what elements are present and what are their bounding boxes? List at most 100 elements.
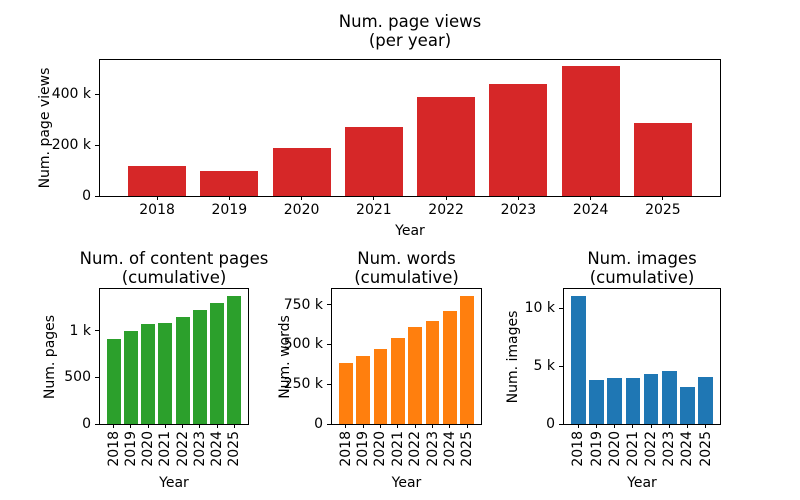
x-tick-label-2023: 2023 <box>661 431 678 467</box>
x-tick-label-2023: 2023 <box>191 431 208 467</box>
x-tick-label-2019: 2019 <box>211 202 248 218</box>
x-tick-2022 <box>414 425 416 428</box>
y-tick-label-page-views-per-year-0: 0 <box>82 188 91 204</box>
x-tick-label-2020: 2020 <box>606 431 623 467</box>
y-tick-images-cumulative-10 k <box>559 307 563 309</box>
chart-title-images-cumulative: Num. images (cumulative) <box>587 249 697 287</box>
bar-words-cumulative-2020 <box>373 348 388 424</box>
y-tick-page-views-per-year-0 <box>95 195 99 197</box>
bar-page-views-per-year-2022 <box>417 97 476 196</box>
x-tick-label-2020: 2020 <box>140 431 157 467</box>
x-tick-label-2025: 2025 <box>226 431 243 467</box>
x-tick-label-2018: 2018 <box>105 431 122 467</box>
bar-images-cumulative-2019 <box>589 379 604 424</box>
bar-content-pages-cumulative-2018 <box>106 338 121 424</box>
x-tick-label-2018: 2018 <box>337 431 354 467</box>
x-tick-label-2021: 2021 <box>157 431 174 467</box>
bar-images-cumulative-2025 <box>698 376 713 424</box>
x-tick-label-2019: 2019 <box>588 431 605 467</box>
y-tick-label-images-cumulative-5 k: 5 k <box>533 358 555 374</box>
x-tick-2020 <box>147 425 149 428</box>
plot-area-page-views-per-year <box>99 59 721 197</box>
chart-title-words-cumulative: Num. words (cumulative) <box>354 249 459 287</box>
x-tick-label-2022: 2022 <box>407 431 424 467</box>
x-tick-2025 <box>466 425 468 428</box>
x-tick-label-2021: 2021 <box>624 431 641 467</box>
y-tick-label-content-pages-cumulative-1 k: 1 k <box>69 322 91 339</box>
bar-images-cumulative-2023 <box>662 370 677 424</box>
x-tick-label-2021: 2021 <box>389 431 406 467</box>
x-tick-label-2023: 2023 <box>424 431 441 467</box>
y-tick-label-content-pages-cumulative-0: 0 <box>82 416 91 432</box>
bar-images-cumulative-2024 <box>680 386 695 424</box>
x-tick-2022 <box>182 425 184 428</box>
chart-title-content-pages-cumulative: Num. of content pages (cumulative) <box>79 249 269 287</box>
y-tick-words-cumulative-500 k <box>327 343 331 345</box>
y-axis-label-words-cumulative: Num. words <box>277 314 293 399</box>
x-tick-label-2019: 2019 <box>355 431 372 467</box>
x-tick-2019 <box>130 425 132 428</box>
x-tick-label-2025: 2025 <box>459 431 476 467</box>
plot-area-content-pages-cumulative <box>99 288 249 425</box>
y-tick-words-cumulative-750 k <box>327 304 331 306</box>
bar-content-pages-cumulative-2019 <box>123 330 138 424</box>
x-tick-label-2021: 2021 <box>356 202 392 218</box>
x-tick-2020 <box>379 425 381 428</box>
y-tick-page-views-per-year-200 k <box>95 144 99 146</box>
x-tick-2019 <box>362 425 364 428</box>
x-tick-2018 <box>577 425 579 428</box>
x-axis-label-images-cumulative: Year <box>627 475 657 491</box>
y-tick-label-page-views-per-year-200 k: 200 k <box>51 137 91 154</box>
x-tick-label-2022: 2022 <box>174 431 191 467</box>
bar-images-cumulative-2020 <box>607 378 622 424</box>
x-tick-2021 <box>164 425 166 428</box>
x-tick-2021 <box>373 197 375 200</box>
x-tick-2019 <box>228 197 230 200</box>
y-tick-content-pages-cumulative-500 <box>95 376 99 378</box>
y-tick-page-views-per-year-400 k <box>95 93 99 95</box>
x-tick-2023 <box>668 425 670 428</box>
x-tick-label-2024: 2024 <box>679 431 696 467</box>
x-axis-label-words-cumulative: Year <box>391 475 422 491</box>
bar-page-views-per-year-2023 <box>489 84 548 196</box>
x-tick-2023 <box>517 197 519 200</box>
y-axis-label-page-views-per-year: Num. page views <box>37 67 53 189</box>
bar-words-cumulative-2018 <box>338 363 353 424</box>
x-tick-label-2024: 2024 <box>572 202 609 218</box>
bar-page-views-per-year-2021 <box>344 127 403 196</box>
x-tick-2025 <box>233 425 235 428</box>
bar-words-cumulative-2021 <box>390 337 405 424</box>
plot-area-images-cumulative <box>563 288 721 425</box>
y-tick-label-content-pages-cumulative-500: 500 <box>64 369 91 386</box>
bar-words-cumulative-2019 <box>356 356 371 424</box>
y-tick-words-cumulative-250 k <box>327 383 331 385</box>
x-tick-label-2025: 2025 <box>645 202 681 218</box>
bar-images-cumulative-2018 <box>571 296 586 424</box>
bar-page-views-per-year-2024 <box>561 65 620 196</box>
bar-words-cumulative-2025 <box>460 296 475 424</box>
x-tick-2024 <box>686 425 688 428</box>
y-tick-words-cumulative-0 <box>327 423 331 425</box>
x-axis-label-content-pages-cumulative: Year <box>159 475 189 491</box>
x-tick-2025 <box>662 197 664 200</box>
bar-page-views-per-year-2019 <box>200 170 259 196</box>
y-tick-content-pages-cumulative-0 <box>95 423 99 425</box>
x-tick-label-2022: 2022 <box>643 431 660 467</box>
x-tick-label-2018: 2018 <box>570 431 587 467</box>
x-tick-label-2023: 2023 <box>500 202 537 218</box>
bar-page-views-per-year-2018 <box>128 166 186 196</box>
bar-content-pages-cumulative-2025 <box>227 295 242 424</box>
x-tick-label-2024: 2024 <box>441 431 458 467</box>
y-axis-label-images-cumulative: Num. images <box>505 310 521 403</box>
x-tick-2018 <box>156 197 158 200</box>
y-tick-label-page-views-per-year-400 k: 400 k <box>51 86 91 103</box>
y-tick-images-cumulative-5 k <box>559 365 563 367</box>
bar-words-cumulative-2023 <box>425 320 440 424</box>
y-tick-label-images-cumulative-0: 0 <box>546 416 555 432</box>
x-tick-label-2020: 2020 <box>283 202 320 218</box>
y-axis-label-content-pages-cumulative: Num. pages <box>42 314 58 399</box>
bar-page-views-per-year-2020 <box>272 148 331 196</box>
x-tick-2020 <box>301 197 303 200</box>
x-tick-2024 <box>216 425 218 428</box>
